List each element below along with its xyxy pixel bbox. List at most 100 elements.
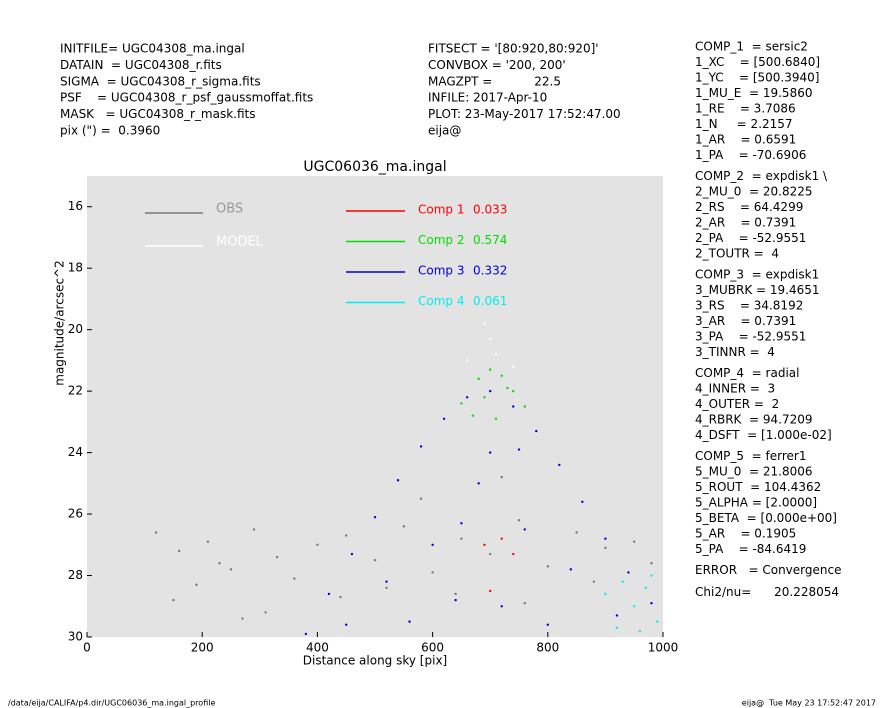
data-point xyxy=(264,611,267,614)
data-point xyxy=(471,414,475,417)
param-line: 2_MU_0 = 20.8225 xyxy=(695,185,813,199)
y-tick-label: 24 xyxy=(68,445,83,459)
data-point xyxy=(402,525,405,528)
data-point xyxy=(489,589,492,593)
data-point xyxy=(517,448,521,451)
data-point xyxy=(460,537,463,540)
data-point xyxy=(512,405,515,408)
data-point xyxy=(592,580,596,583)
data-point xyxy=(506,386,509,390)
data-point xyxy=(465,396,469,399)
y-tick-label: 26 xyxy=(68,507,83,521)
x-tick-label: 600 xyxy=(421,641,444,655)
data-point xyxy=(483,396,486,399)
param-line: 4_OUTER = 2 xyxy=(695,397,779,411)
header-line: INFILE: 2017-Apr-10 xyxy=(428,91,547,105)
data-point xyxy=(373,558,377,562)
data-point xyxy=(345,623,348,626)
param-line: COMP_3 = expdisk1 xyxy=(695,268,819,282)
data-point xyxy=(500,605,503,608)
data-point xyxy=(431,571,434,574)
chart-title: UGC06036_ma.ingal xyxy=(303,159,446,175)
data-point xyxy=(633,605,636,608)
x-tick-label: 0 xyxy=(83,641,91,655)
legend-label: Comp 2 xyxy=(418,233,464,247)
param-line: 3_RS = 34.8192 xyxy=(695,299,803,313)
param-line: 5_PA = -84.6419 xyxy=(695,542,806,556)
data-point xyxy=(512,552,515,556)
data-point xyxy=(241,617,244,620)
data-point xyxy=(494,417,498,420)
data-point xyxy=(500,475,503,479)
param-line: COMP_5 = ferrer1 xyxy=(695,449,807,463)
legend-fraction: 0.033 xyxy=(473,203,507,217)
y-tick-label: 18 xyxy=(68,261,83,275)
header-line: MAGZPT = 22.5 xyxy=(428,74,561,88)
y-tick-label: 28 xyxy=(68,568,83,582)
legend-label: OBS xyxy=(216,202,243,217)
data-point xyxy=(275,555,279,559)
header-line: INITFILE= UGC04308_ma.ingal xyxy=(60,42,245,56)
data-point xyxy=(327,592,331,596)
x-tick-label: 200 xyxy=(191,641,214,655)
data-point xyxy=(154,531,158,534)
data-point xyxy=(650,574,653,577)
data-point xyxy=(316,543,319,546)
data-point xyxy=(206,540,210,543)
data-point xyxy=(477,377,480,381)
header-line: FITSECT = '[80:920,80:920]' xyxy=(428,42,599,56)
header-line: MASK = UGC04308_r_mask.fits xyxy=(60,107,256,121)
data-point xyxy=(419,497,423,500)
data-point xyxy=(650,562,653,565)
legend-label: Comp 4 xyxy=(418,294,464,308)
data-point xyxy=(615,614,619,617)
data-point xyxy=(575,531,578,534)
data-point xyxy=(604,537,607,540)
data-point xyxy=(454,598,457,602)
header-line: eija@ xyxy=(428,124,461,138)
data-point xyxy=(512,365,515,368)
param-line: 5_ALPHA = [2.0000] xyxy=(695,496,817,510)
data-point xyxy=(494,353,498,356)
param-line: 2_RS = 64.4299 xyxy=(695,200,803,214)
param-line: 4_INNER = 3 xyxy=(695,382,775,396)
data-point xyxy=(483,543,486,546)
data-point xyxy=(500,374,503,377)
param-line: 3_AR = 0.7391 xyxy=(695,314,796,328)
data-point xyxy=(523,528,526,531)
data-point xyxy=(229,568,233,571)
param-line: 4_RBRK = 94.7209 xyxy=(695,413,813,427)
data-point xyxy=(621,580,624,583)
y-tick-label: 20 xyxy=(68,322,83,336)
data-point xyxy=(489,451,492,454)
y-axis-label: magnitude/arcsec^2 xyxy=(53,260,67,386)
data-point xyxy=(218,562,221,565)
data-point xyxy=(512,389,515,393)
x-tick-label: 400 xyxy=(306,641,329,655)
data-point xyxy=(558,463,561,467)
data-point xyxy=(385,586,388,590)
data-point xyxy=(517,519,521,522)
legend-label: MODEL xyxy=(216,235,264,250)
data-point xyxy=(177,549,181,553)
x-axis-label: Distance along sky [pix] xyxy=(303,654,447,668)
legend-label: Comp 1 xyxy=(418,203,464,217)
x-tick-label: 1000 xyxy=(648,641,679,655)
data-point xyxy=(483,322,486,325)
param-line: COMP_4 = radial xyxy=(695,366,799,380)
data-point xyxy=(489,389,492,393)
data-point xyxy=(396,479,400,482)
data-point xyxy=(489,552,492,556)
legend-fraction: 0.574 xyxy=(473,233,507,247)
data-point xyxy=(633,540,636,543)
param-line: 2_PA = -52.9551 xyxy=(695,231,806,245)
param-line: Chi2/nu= 20.228054 xyxy=(695,585,839,599)
param-line: 5_MU_0 = 21.8006 xyxy=(695,465,813,479)
param-line: 1_XC = [500.6840] xyxy=(695,55,820,69)
data-point xyxy=(569,568,573,571)
data-point xyxy=(650,601,653,605)
header-line: pix (") = 0.3960 xyxy=(60,124,160,138)
data-point xyxy=(535,429,538,433)
y-tick-label: 30 xyxy=(68,630,83,644)
param-line: 5_ROUT = 104.4362 xyxy=(695,480,821,494)
